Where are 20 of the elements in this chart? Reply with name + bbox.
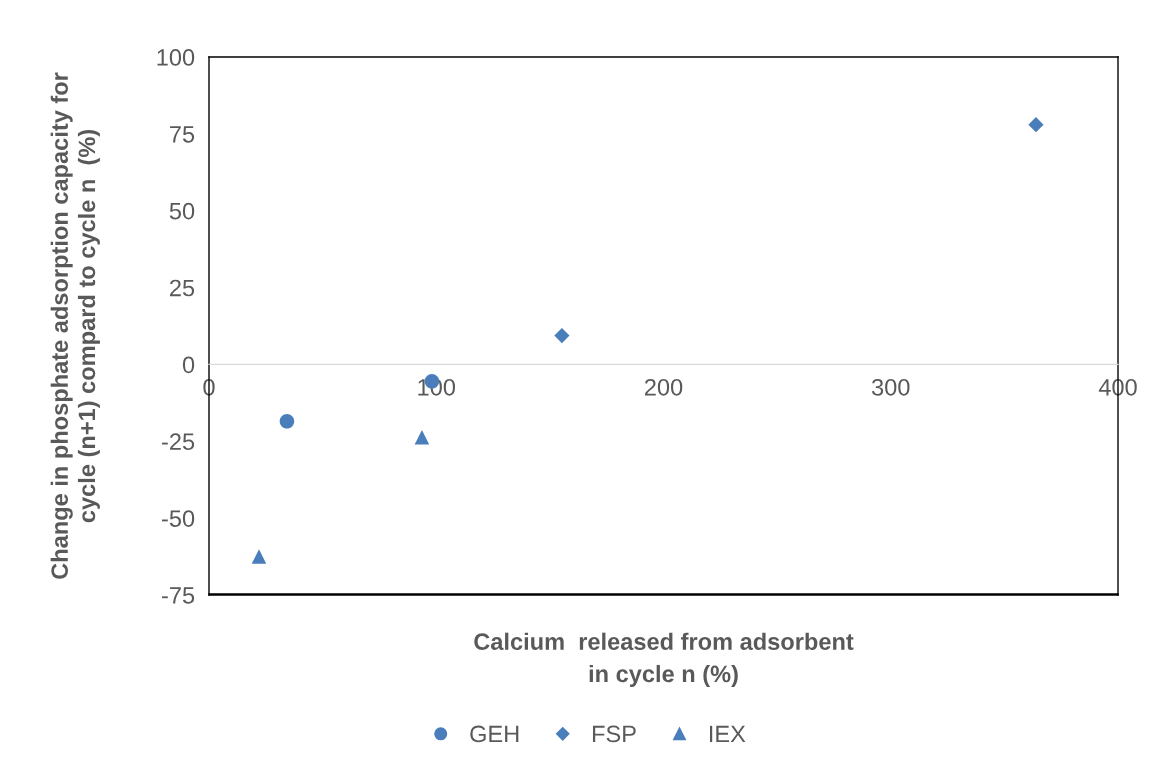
point (251, 549, 267, 564)
y-tick-label: -75 (162, 587, 195, 604)
point (554, 327, 570, 344)
legend-label: FSP (593, 725, 636, 743)
y-tick-label: -25 (162, 433, 195, 451)
x-tick-label: 300 (871, 378, 910, 396)
x-tick-label: 200 (644, 378, 683, 396)
point (414, 430, 430, 445)
y-tick-label: 50 (169, 202, 195, 220)
y-tick-label: 0 (182, 356, 195, 374)
y-tick-label: 100 (157, 49, 195, 66)
y-tick-label: 25 (170, 279, 195, 297)
legend-label: IEX (710, 725, 746, 743)
point (279, 414, 295, 429)
y-tick-label: 75 (170, 126, 195, 143)
y-axis-title: Change in phosphate adsorption capacity for cycle (n+1) compard to cycle n (%) (50, 72, 100, 579)
point (1028, 117, 1044, 133)
legend-label: GEH (470, 725, 519, 743)
y-tick-label: -50 (162, 510, 195, 527)
x-axis-title: Calcium released from adsorbent in cycle n (%) (474, 632, 854, 687)
